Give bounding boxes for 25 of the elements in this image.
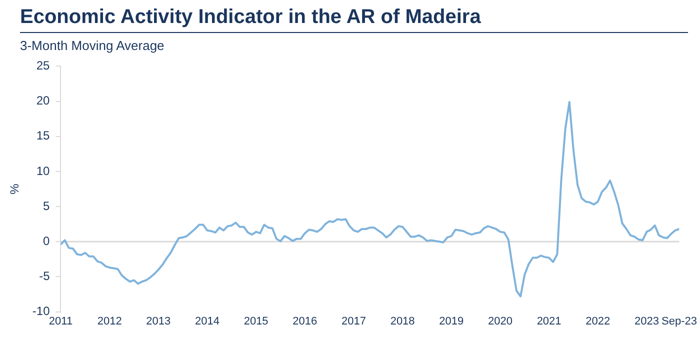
- x-tick-label: 2019: [439, 315, 464, 328]
- y-tick-label: 15: [36, 128, 50, 143]
- x-tick-label: 2022: [586, 315, 610, 328]
- x-tick-label: 2018: [390, 315, 415, 328]
- chart-subtitle: 3-Month Moving Average: [20, 38, 166, 53]
- y-tick-label: 20: [36, 94, 50, 108]
- y-axis-title: %: [8, 183, 22, 194]
- x-tick-label: 2023: [634, 315, 659, 328]
- y-tick-label: 10: [36, 164, 50, 178]
- x-tick-label: 2020: [488, 315, 512, 328]
- x-tick-label: Sep-23: [662, 315, 698, 328]
- x-tick-label: 2013: [146, 315, 171, 328]
- y-tick-label: 0: [43, 234, 50, 248]
- x-tick-label: 2017: [341, 315, 366, 328]
- x-tick-label: 2014: [194, 315, 220, 328]
- y-tick-label: 5: [43, 198, 50, 213]
- x-tick-label: 2021: [536, 315, 562, 328]
- y-tick-label: 25: [36, 58, 50, 73]
- y-tick-label: -5: [39, 269, 50, 284]
- x-tick-label: 2016: [292, 315, 318, 328]
- y-tick-label: -10: [32, 304, 50, 318]
- x-tick-label: 2012: [97, 315, 122, 328]
- chart-title: Economic Activity Indicator in the AR of Madeira: [20, 0, 688, 33]
- x-tick-label: 2011: [48, 315, 73, 328]
- x-tick-label: 2015: [244, 315, 268, 328]
